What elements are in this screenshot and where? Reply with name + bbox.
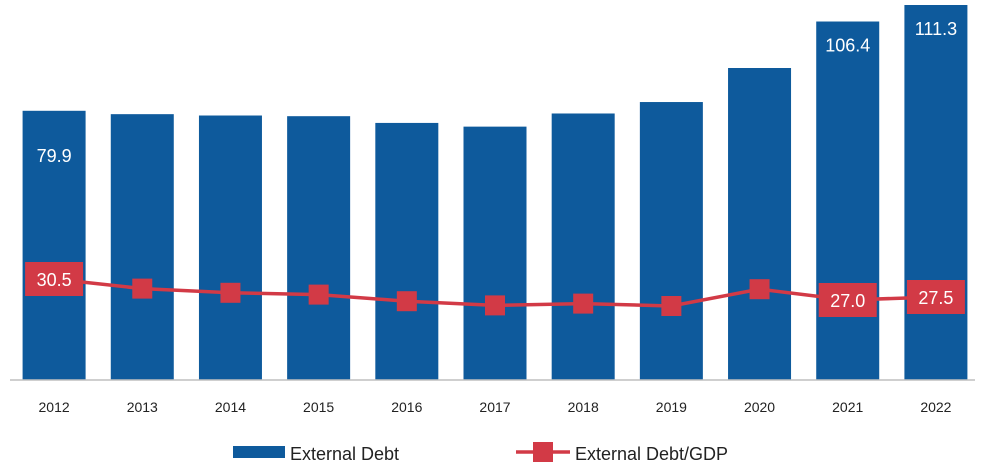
- x-tick-2016: 2016: [391, 399, 422, 415]
- bar-2020: [728, 68, 792, 380]
- line-label-2021: 27.0: [830, 291, 865, 311]
- x-tick-2018: 2018: [568, 399, 599, 415]
- line-label-2022: 27.5: [918, 288, 953, 308]
- legend-marker-external-debt-gdp: [533, 442, 553, 462]
- line-marker-2017: [485, 295, 505, 316]
- x-tick-2013: 2013: [127, 399, 158, 415]
- line-marker-2015: [308, 284, 329, 305]
- bar-2018: [551, 113, 615, 380]
- line-label-2012: 30.5: [37, 270, 72, 290]
- line-label-box-2022: [906, 280, 965, 314]
- bar-label-2012: 79.9: [37, 146, 72, 166]
- bar-2019: [639, 102, 703, 381]
- line-marker-2020: [749, 279, 770, 300]
- x-tick-2014: 2014: [215, 399, 246, 415]
- line-marker-2016: [396, 291, 417, 312]
- x-tick-2012: 2012: [39, 399, 70, 415]
- line-marker-2013: [132, 278, 153, 299]
- legend: External Debt External Debt/GDP: [233, 442, 728, 464]
- x-tick-2017: 2017: [479, 399, 510, 415]
- bar-2021: [816, 21, 880, 381]
- bar-2022: [904, 5, 968, 380]
- x-tick-2022: 2022: [920, 399, 951, 415]
- x-tick-2020: 2020: [744, 399, 775, 415]
- x-axis-tick-labels: 2012 2013 2014 2015 2016 2017 2018 2019 2020 2021…: [39, 399, 952, 415]
- x-tick-2019: 2019: [656, 399, 687, 415]
- bar-2015: [287, 116, 351, 381]
- line-marker-2019: [661, 296, 682, 316]
- line-marker-2018: [573, 293, 594, 314]
- bar-series-external-debt: 79.9 106.4 111.3: [22, 5, 968, 381]
- line-series-external-debt-gdp: 30.5 27.0 27.5: [25, 262, 965, 317]
- legend-label-external-debt: External Debt: [290, 444, 399, 464]
- line-label-box-2012: [25, 262, 84, 296]
- line-label-box-2021: [818, 283, 877, 317]
- bar-2017: [463, 126, 527, 380]
- legend-label-external-debt-gdp: External Debt/GDP: [575, 444, 728, 464]
- bar-2016: [375, 122, 439, 380]
- line-marker-2014: [220, 282, 241, 303]
- bar-2014: [198, 115, 262, 380]
- bar-label-2022: 111.3: [915, 19, 957, 39]
- bar-2013: [110, 114, 174, 380]
- x-tick-2021: 2021: [832, 399, 863, 415]
- bar-label-2021: 106.4: [825, 36, 870, 56]
- bar-2012: [22, 110, 86, 380]
- x-tick-2015: 2015: [303, 399, 334, 415]
- legend-swatch-external-debt: [233, 446, 285, 458]
